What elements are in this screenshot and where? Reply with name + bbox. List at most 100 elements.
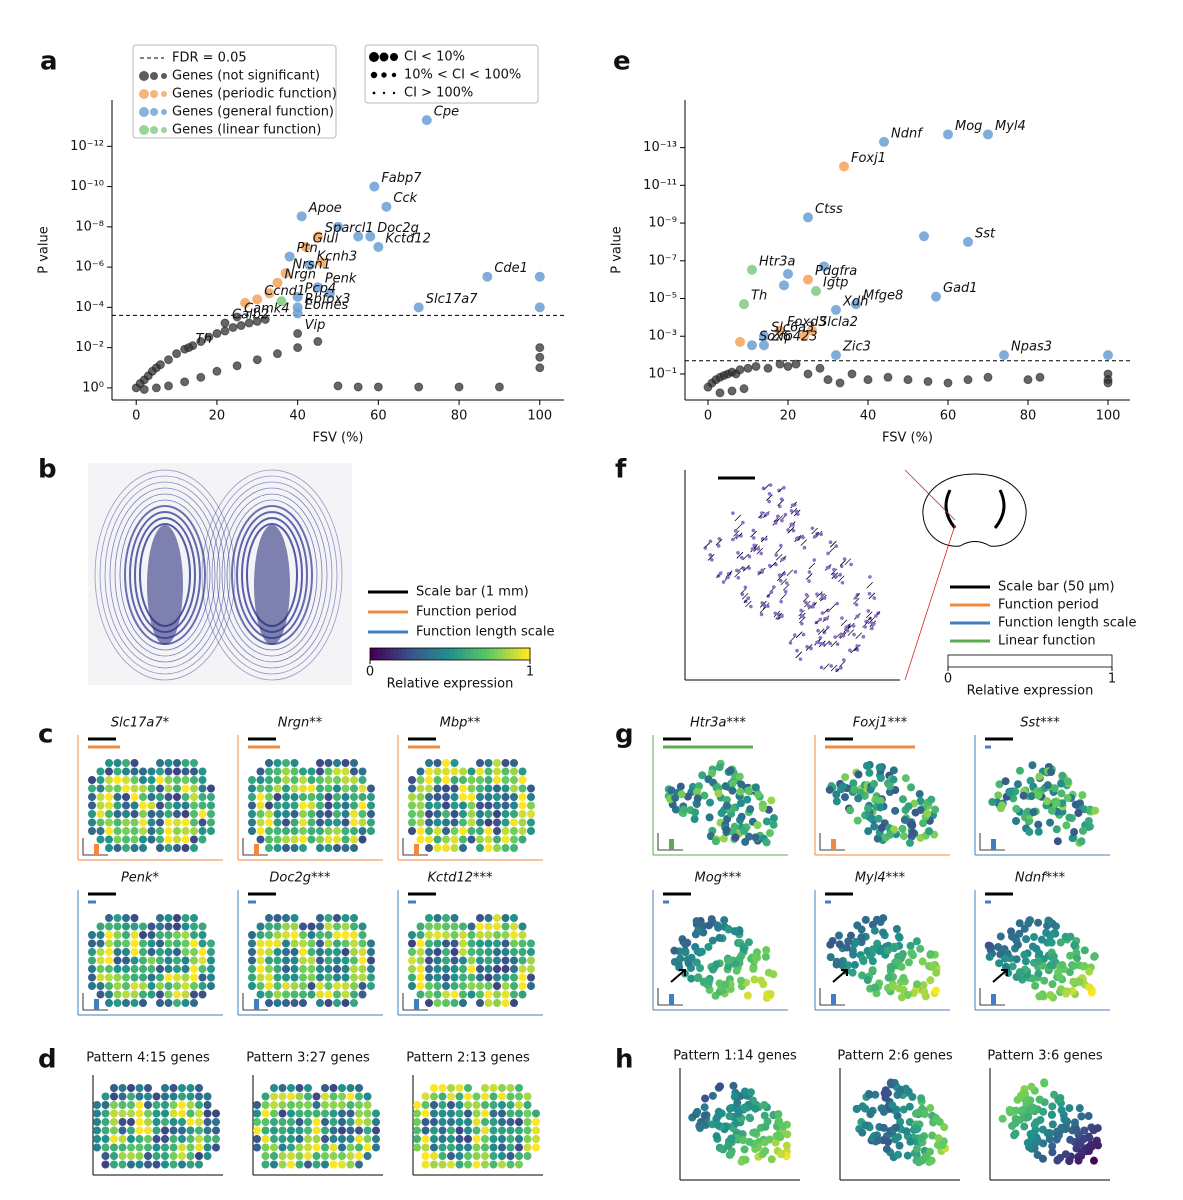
spot <box>1025 827 1034 836</box>
spot <box>122 844 130 852</box>
spot <box>190 914 198 922</box>
spot <box>290 914 299 922</box>
spot <box>523 1118 532 1126</box>
cell-edge <box>811 527 818 535</box>
spot <box>1045 1129 1054 1138</box>
spot <box>515 1126 523 1135</box>
spot <box>450 922 459 931</box>
spot <box>861 915 870 924</box>
spot <box>295 1152 304 1160</box>
spot <box>890 944 899 953</box>
spot <box>527 948 535 956</box>
spot <box>198 835 207 844</box>
spot <box>846 806 855 815</box>
spot <box>506 1135 515 1143</box>
spot <box>164 948 173 956</box>
y-tick-label: 10⁻⁶ <box>75 260 104 275</box>
spot <box>164 793 173 801</box>
spot <box>198 931 207 939</box>
spot <box>321 1084 329 1092</box>
spot <box>122 759 130 767</box>
spot <box>864 804 873 813</box>
spot <box>113 990 122 999</box>
spot <box>282 776 290 784</box>
spot <box>489 1143 498 1152</box>
cell <box>805 644 809 649</box>
spot <box>876 774 885 783</box>
spot <box>1056 938 1065 947</box>
point <box>304 260 315 271</box>
spot <box>282 767 290 776</box>
spot <box>113 973 122 982</box>
spot <box>885 830 894 839</box>
colorbar-cell <box>370 648 375 660</box>
spot <box>1015 968 1024 977</box>
cell <box>736 551 740 555</box>
spot <box>135 1084 144 1092</box>
cell <box>743 585 748 590</box>
spot <box>1047 938 1056 947</box>
spot <box>433 827 442 835</box>
point <box>735 365 745 375</box>
spot <box>350 818 358 827</box>
spot <box>338 1135 346 1143</box>
spot <box>256 827 265 835</box>
spot <box>203 1143 212 1152</box>
spot <box>161 1092 169 1101</box>
spot <box>270 1109 278 1118</box>
cell <box>834 544 839 548</box>
spot-title: Mog*** <box>695 871 742 886</box>
spot <box>282 990 290 999</box>
spot <box>776 1150 785 1159</box>
spot <box>287 1101 295 1109</box>
spot <box>130 965 139 973</box>
spot <box>472 1109 481 1118</box>
spot <box>715 933 724 942</box>
spot <box>341 982 350 990</box>
spot <box>346 1092 355 1101</box>
cell-edge <box>802 595 810 602</box>
spot <box>527 793 535 801</box>
cell-edge <box>853 597 860 605</box>
spot <box>316 827 324 835</box>
spot <box>425 835 433 844</box>
spot <box>498 1109 506 1118</box>
spot <box>430 1101 438 1109</box>
spot <box>164 818 173 827</box>
spot <box>714 789 723 798</box>
spot <box>118 1135 127 1143</box>
spot <box>687 953 696 962</box>
spot <box>203 1135 212 1143</box>
spot <box>896 1086 905 1095</box>
cell-edge <box>843 625 851 633</box>
point <box>535 363 545 373</box>
gene-label: Fabp7 <box>381 171 422 186</box>
spot <box>1048 1120 1057 1129</box>
spot <box>1057 1106 1066 1115</box>
spot <box>711 837 720 846</box>
spot <box>198 990 207 999</box>
point <box>180 377 190 387</box>
spot <box>455 1160 464 1169</box>
spot <box>510 759 518 767</box>
spot <box>195 1126 203 1135</box>
spot <box>892 925 901 934</box>
spot <box>476 914 484 922</box>
cell <box>807 604 811 608</box>
spot <box>110 1160 118 1169</box>
spot <box>178 1143 186 1152</box>
spot <box>278 1109 287 1118</box>
point <box>232 312 242 322</box>
spot <box>1048 1148 1057 1157</box>
tissue-layer <box>114 493 216 657</box>
spot <box>472 1160 481 1169</box>
spot <box>181 914 190 922</box>
spot <box>459 818 467 827</box>
legend-swatch <box>392 91 396 95</box>
spot <box>164 827 173 835</box>
spot <box>316 939 324 948</box>
cell <box>863 625 867 629</box>
colorbar-cell <box>522 648 527 660</box>
cell-edge <box>830 664 838 672</box>
spot <box>198 948 207 956</box>
